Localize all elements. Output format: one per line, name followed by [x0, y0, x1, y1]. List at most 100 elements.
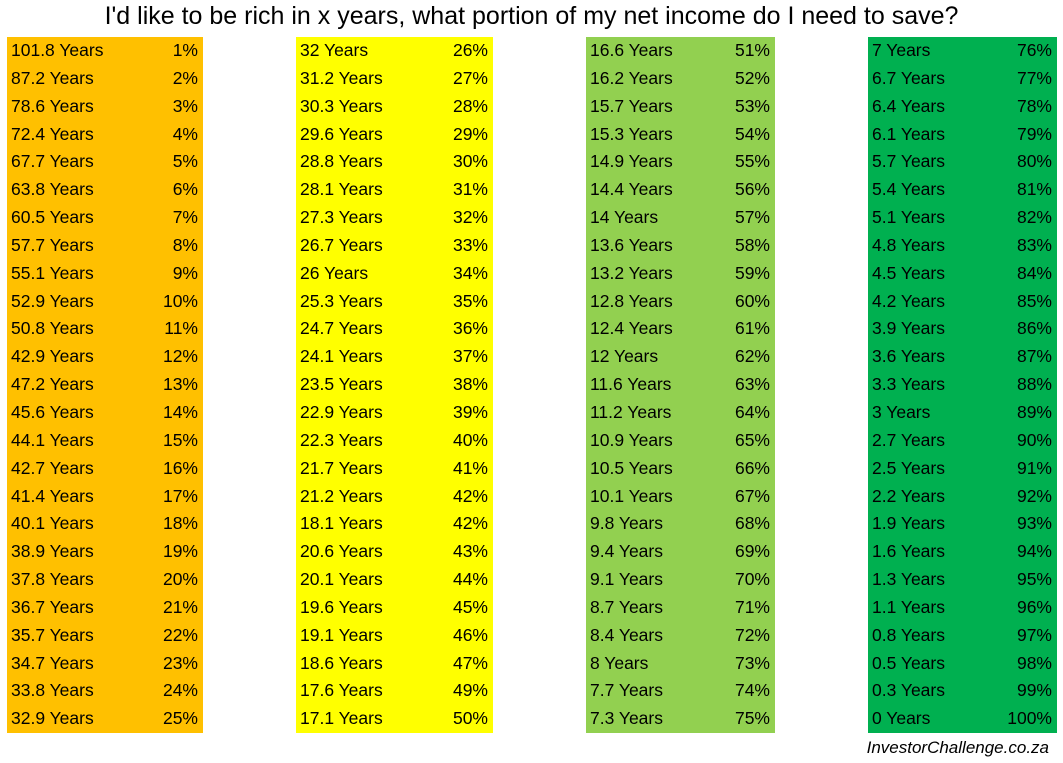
percent-cell: 42%	[452, 485, 488, 506]
years-cell: 26 Years	[300, 262, 369, 283]
percent-cell: 45%	[452, 596, 488, 617]
years-cell: 23.5 Years	[300, 374, 383, 395]
years-cell: 42.7 Years	[11, 457, 94, 478]
table-row: 55.1 Years 9%	[7, 260, 203, 288]
percent-cell: 62%	[734, 346, 770, 367]
percent-cell: 22%	[162, 624, 198, 645]
percent-cell: 44%	[452, 569, 488, 590]
table-row: 7.7 Years 74%	[586, 677, 775, 705]
table-row: 3.3 Years 88%	[868, 371, 1057, 399]
years-cell: 4.2 Years	[872, 290, 945, 311]
percent-cell: 67%	[734, 485, 770, 506]
table-row: 14 Years 57%	[586, 204, 775, 232]
percent-cell: 5%	[172, 151, 198, 172]
percent-cell: 20%	[162, 569, 198, 590]
table-row: 50.8 Years 11%	[7, 315, 203, 343]
years-cell: 44.1 Years	[11, 429, 94, 450]
percent-cell: 6%	[172, 179, 198, 200]
table-row: 4.5 Years 84%	[868, 260, 1057, 288]
percent-cell: 3%	[172, 95, 198, 116]
years-cell: 9.4 Years	[590, 541, 663, 562]
table-row: 18.6 Years 47%	[296, 650, 493, 678]
table-row: 26.7 Years 33%	[296, 232, 493, 260]
table-row: 13.6 Years 58%	[586, 232, 775, 260]
years-cell: 30.3 Years	[300, 95, 383, 116]
percent-cell: 53%	[734, 95, 770, 116]
years-cell: 63.8 Years	[11, 179, 94, 200]
table-row: 32.9 Years 25%	[7, 705, 203, 733]
table-row: 19.1 Years 46%	[296, 622, 493, 650]
years-cell: 50.8 Years	[11, 318, 94, 339]
years-cell: 57.7 Years	[11, 234, 94, 255]
years-cell: 6.4 Years	[872, 95, 945, 116]
table-row: 24.1 Years 37%	[296, 343, 493, 371]
table-row: 5.1 Years 82%	[868, 204, 1057, 232]
percent-cell: 64%	[734, 401, 770, 422]
table-row: 6.7 Years 77%	[868, 65, 1057, 93]
table-row: 9.4 Years 69%	[586, 538, 775, 566]
percent-cell: 83%	[1016, 234, 1052, 255]
table-row: 1.9 Years 93%	[868, 510, 1057, 538]
years-cell: 2.5 Years	[872, 457, 945, 478]
table-row: 37.8 Years 20%	[7, 566, 203, 594]
percent-cell: 94%	[1016, 541, 1052, 562]
years-cell: 28.8 Years	[300, 151, 383, 172]
years-cell: 42.9 Years	[11, 346, 94, 367]
table-row: 6.4 Years 78%	[868, 93, 1057, 121]
percent-cell: 35%	[452, 290, 488, 311]
percent-cell: 99%	[1016, 680, 1052, 701]
years-cell: 22.3 Years	[300, 429, 383, 450]
percent-cell: 49%	[452, 680, 488, 701]
table-row: 35.7 Years 22%	[7, 622, 203, 650]
page-title: I'd like to be rich in x years, what por…	[104, 2, 959, 30]
table-row: 47.2 Years 13%	[7, 371, 203, 399]
source-credit: InvestorChallenge.co.za	[866, 738, 1049, 757]
percent-cell: 73%	[734, 652, 770, 673]
table-row: 14.4 Years 56%	[586, 176, 775, 204]
years-cell: 12 Years	[590, 346, 659, 367]
percent-cell: 13%	[162, 374, 198, 395]
years-cell: 9.1 Years	[590, 569, 663, 590]
years-cell: 2.7 Years	[872, 429, 945, 450]
table-row: 30.3 Years 28%	[296, 93, 493, 121]
table-row: 2.5 Years 91%	[868, 455, 1057, 483]
table-row: 41.4 Years 17%	[7, 483, 203, 511]
years-cell: 41.4 Years	[11, 485, 94, 506]
table-row: 16.2 Years 52%	[586, 65, 775, 93]
table-row: 3.9 Years 86%	[868, 315, 1057, 343]
table-row: 31.2 Years 27%	[296, 65, 493, 93]
years-cell: 6.7 Years	[872, 67, 945, 88]
years-cell: 1.9 Years	[872, 513, 945, 534]
years-cell: 12.8 Years	[590, 290, 673, 311]
table-row: 63.8 Years 6%	[7, 176, 203, 204]
years-cell: 21.2 Years	[300, 485, 383, 506]
percent-cell: 14%	[162, 401, 198, 422]
percent-cell: 52%	[734, 67, 770, 88]
years-cell: 13.2 Years	[590, 262, 673, 283]
percent-cell: 28%	[452, 95, 488, 116]
percent-cell: 89%	[1016, 401, 1052, 422]
years-cell: 16.2 Years	[590, 67, 673, 88]
percent-cell: 93%	[1016, 513, 1052, 534]
percent-cell: 37%	[452, 346, 488, 367]
percent-cell: 78%	[1016, 95, 1052, 116]
table-row: 28.8 Years 30%	[296, 148, 493, 176]
percent-cell: 79%	[1016, 123, 1052, 144]
table-row: 17.6 Years 49%	[296, 677, 493, 705]
percent-cell: 33%	[452, 234, 488, 255]
years-cell: 0 Years	[872, 708, 931, 729]
years-cell: 35.7 Years	[11, 624, 94, 645]
table-row: 20.6 Years 43%	[296, 538, 493, 566]
years-cell: 11.2 Years	[590, 401, 672, 422]
percent-cell: 54%	[734, 123, 770, 144]
percent-cell: 4%	[172, 123, 198, 144]
years-cell: 20.1 Years	[300, 569, 383, 590]
table-row: 21.7 Years 41%	[296, 455, 493, 483]
years-cell: 4.8 Years	[872, 234, 945, 255]
table-row: 23.5 Years 38%	[296, 371, 493, 399]
years-cell: 22.9 Years	[300, 401, 383, 422]
years-cell: 47.2 Years	[11, 374, 94, 395]
percent-cell: 88%	[1016, 374, 1052, 395]
percent-cell: 91%	[1016, 457, 1052, 478]
table-row: 18.1 Years 42%	[296, 510, 493, 538]
